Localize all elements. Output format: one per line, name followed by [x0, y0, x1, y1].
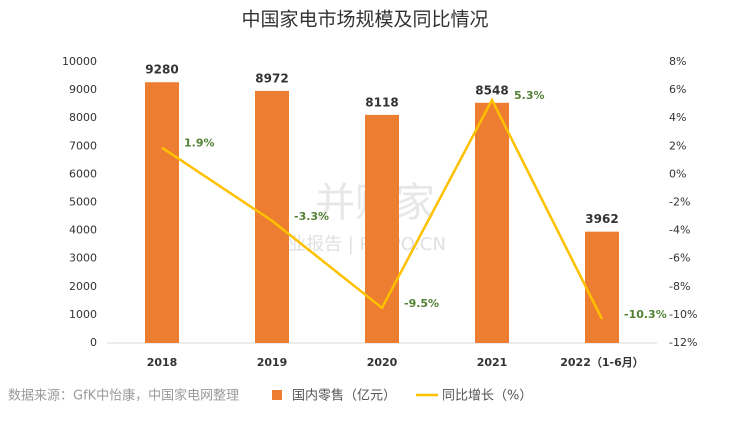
- y-tick-label: 4000: [69, 224, 97, 237]
- y2-tick-label: 8%: [669, 55, 686, 68]
- legend-swatch: [272, 390, 282, 400]
- y-tick-label: 9000: [69, 83, 97, 96]
- y-tick-label: 0: [90, 336, 97, 349]
- bar-value-label: 9280: [145, 63, 178, 77]
- y-tick-label: 1000: [69, 308, 97, 321]
- x-tick-label: 2021: [477, 356, 508, 369]
- bar: [475, 102, 509, 343]
- watermark: 行业报告 | POIPO.CN: [270, 234, 446, 255]
- x-tick-label: 2018: [147, 356, 178, 369]
- x-tick-label: 2020: [367, 356, 398, 369]
- y-tick-label: 8000: [69, 111, 97, 124]
- bar: [145, 82, 179, 344]
- line-value-label: -3.3%: [294, 210, 329, 223]
- bar-value-label: 8118: [365, 95, 398, 109]
- y2-tick-label: -6%: [669, 252, 690, 265]
- y2-tick-label: 6%: [669, 83, 686, 96]
- bar-value-label: 8972: [255, 71, 288, 85]
- y2-tick-label: -2%: [669, 196, 690, 209]
- y2-tick-label: -8%: [669, 280, 690, 293]
- y-tick-label: 5000: [69, 196, 97, 209]
- bar: [585, 231, 619, 343]
- y2-tick-label: 2%: [669, 139, 686, 152]
- bar: [255, 90, 289, 343]
- y-tick-label: 3000: [69, 252, 97, 265]
- bar: [365, 114, 399, 343]
- y2-tick-label: 0%: [669, 167, 686, 180]
- y2-tick-label: 4%: [669, 111, 686, 124]
- y-tick-label: 10000: [62, 55, 97, 68]
- source-note: 数据来源：GfK中怡康，中国家电网整理: [8, 388, 239, 404]
- y2-tick-label: -12%: [669, 336, 697, 349]
- legend-label: 同比增长（%）: [442, 389, 532, 404]
- line: [161, 97, 604, 320]
- line-value-label: 1.9%: [184, 137, 215, 150]
- y2-tick-label: -4%: [669, 224, 690, 237]
- x-tick-label: 2019: [257, 356, 288, 369]
- bar-value-label: 3962: [585, 212, 618, 226]
- line-value-label: -10.3%: [624, 308, 667, 321]
- y-tick-label: 6000: [69, 167, 97, 180]
- legend-label: 国内零售（亿元）: [292, 388, 396, 404]
- y-tick-label: 7000: [69, 139, 97, 152]
- y-tick-label: 2000: [69, 280, 97, 293]
- bar-value-label: 8548: [475, 83, 508, 97]
- y2-tick-label: -10%: [669, 308, 697, 321]
- line-value-label: -9.5%: [404, 297, 439, 310]
- line-value-label: 5.3%: [514, 89, 545, 102]
- chart-title: 中国家电市场规模及同比情况: [241, 9, 488, 31]
- x-tick-label: 2022（1-6月）: [560, 356, 644, 369]
